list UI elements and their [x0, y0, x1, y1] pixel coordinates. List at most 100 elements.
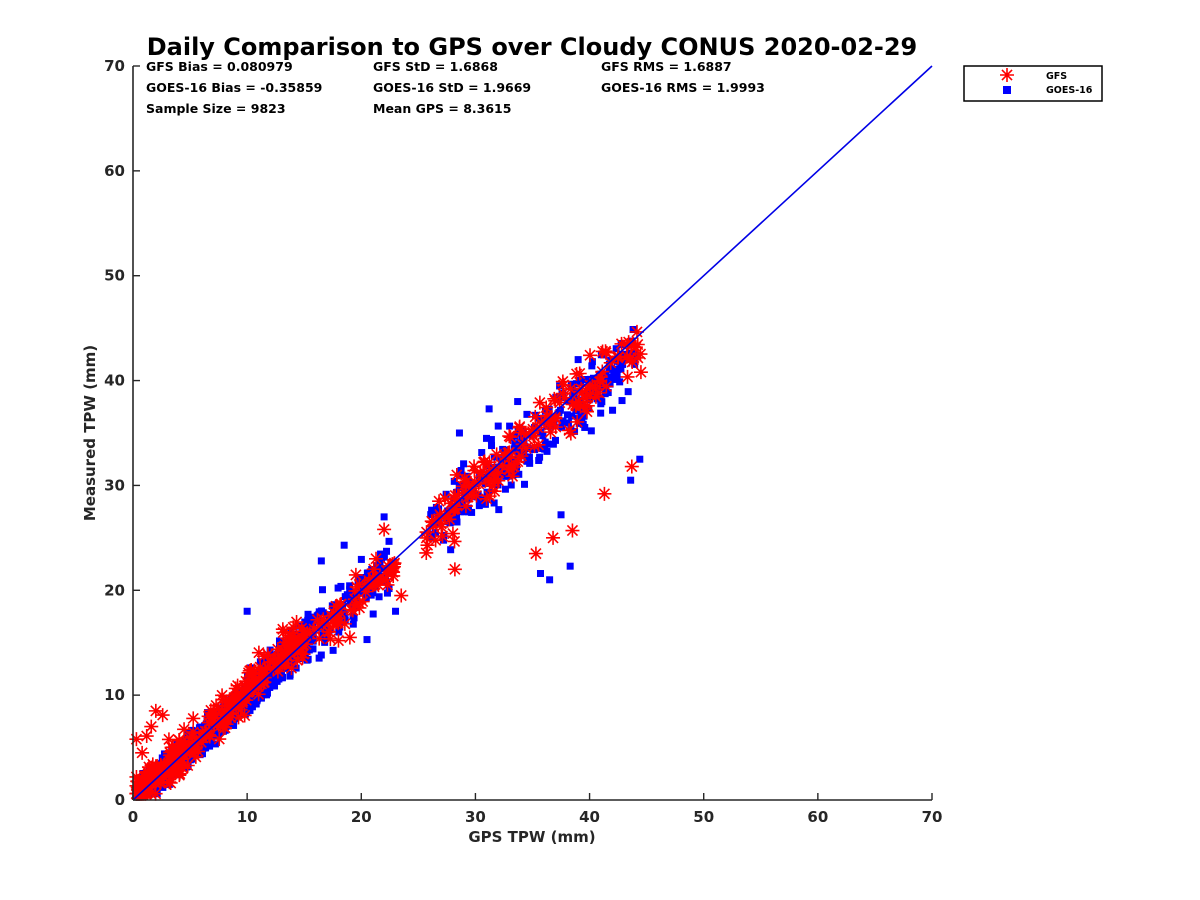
gfs-point — [251, 679, 266, 694]
stat-text: GOES-16 StD = 1.9669 — [373, 80, 531, 95]
goes16-point — [346, 582, 354, 590]
gfs-point — [588, 389, 603, 404]
gfs-point — [460, 490, 475, 505]
gfs-point — [282, 626, 297, 641]
gfs-point — [153, 757, 168, 772]
gfs-point — [598, 344, 613, 359]
gfs-point — [394, 588, 409, 603]
y-tick-label: 10 — [104, 686, 125, 704]
goes16-point — [392, 607, 400, 615]
gfs-point — [237, 708, 252, 723]
goes16-point — [580, 412, 588, 420]
goes16-point — [511, 446, 519, 454]
goes16-point — [440, 536, 448, 544]
gfs-point — [296, 647, 311, 662]
gfs-point — [599, 379, 614, 394]
gfs-point — [131, 774, 146, 789]
goes16-point — [636, 455, 644, 463]
goes16-point — [304, 610, 312, 618]
gfs-point — [491, 466, 506, 481]
gfs-point — [502, 451, 517, 466]
goes16-point — [485, 405, 493, 413]
gfs-point — [435, 529, 450, 544]
goes16-point — [456, 508, 464, 516]
gfs-point — [235, 694, 250, 709]
goes16-point — [511, 440, 519, 448]
goes16-point — [383, 589, 391, 597]
gfs-point — [258, 663, 273, 678]
gfs-point — [141, 776, 156, 791]
gfs-point — [219, 717, 234, 732]
gfs-point — [457, 471, 472, 486]
y-tick-label: 30 — [104, 476, 125, 494]
gfs-point — [614, 336, 629, 351]
gfs-point — [366, 562, 381, 577]
gfs-point — [514, 425, 529, 440]
gfs-point — [565, 397, 580, 412]
gfs-point — [213, 714, 228, 729]
goes16-point — [248, 703, 256, 711]
y-tick-label: 50 — [104, 267, 125, 285]
goes16-point — [464, 508, 472, 516]
goes16-point — [435, 505, 443, 513]
gfs-point — [556, 377, 571, 392]
goes16-point — [380, 513, 388, 521]
gfs-point — [471, 476, 486, 491]
gfs-point — [316, 612, 331, 627]
gfs-point — [139, 729, 154, 744]
goes16-point — [545, 405, 553, 413]
goes16-point — [357, 555, 365, 563]
gfs-point — [144, 719, 159, 734]
gfs-point — [322, 625, 337, 640]
x-tick-label: 70 — [922, 808, 943, 826]
goes16-point — [563, 411, 571, 419]
gfs-point — [568, 398, 583, 413]
gfs-point — [582, 378, 597, 393]
gfs-point — [487, 467, 502, 482]
gfs-point — [426, 519, 441, 534]
stat-text: GFS RMS = 1.6887 — [601, 59, 732, 74]
goes16-point — [181, 756, 189, 764]
gfs-point — [515, 437, 530, 452]
gfs-point — [380, 577, 395, 592]
goes16-point — [587, 427, 595, 435]
goes16-point — [303, 625, 311, 633]
goes16-point — [617, 360, 625, 368]
gfs-point — [161, 732, 176, 747]
gfs-point — [546, 530, 561, 545]
legend-star — [1000, 68, 1014, 82]
gfs-point — [419, 545, 434, 560]
goes16-point — [589, 374, 597, 382]
goes16-point — [329, 646, 337, 654]
gfs-point — [434, 516, 449, 531]
y-tick-label: 70 — [104, 57, 125, 75]
goes16-point — [612, 345, 620, 353]
gfs-point — [419, 530, 434, 545]
gfs-point — [326, 605, 341, 620]
goes16-point — [487, 436, 495, 444]
gfs-point — [597, 486, 612, 501]
gfs-point — [504, 458, 519, 473]
gfs-point — [277, 652, 292, 667]
goes16-point — [478, 449, 486, 457]
gfs-point — [228, 690, 243, 705]
gfs-point — [311, 619, 326, 634]
goes16-point — [363, 590, 371, 598]
goes16-point — [453, 488, 461, 496]
gfs-point — [294, 621, 309, 636]
gfs-point — [563, 381, 578, 396]
gfs-point — [148, 759, 163, 774]
gfs-point — [548, 420, 563, 435]
goes16-point — [504, 471, 512, 479]
gfs-point — [251, 645, 266, 660]
gfs-point — [135, 782, 150, 797]
goes16-point — [520, 480, 528, 488]
gfs-point — [306, 622, 321, 637]
gfs-point — [377, 522, 392, 537]
gfs-point — [384, 563, 399, 578]
gfs-point — [172, 732, 187, 747]
gfs-point — [142, 772, 157, 787]
gfs-point — [552, 395, 567, 410]
goes16-point — [317, 607, 325, 615]
gfs-point — [180, 758, 195, 773]
